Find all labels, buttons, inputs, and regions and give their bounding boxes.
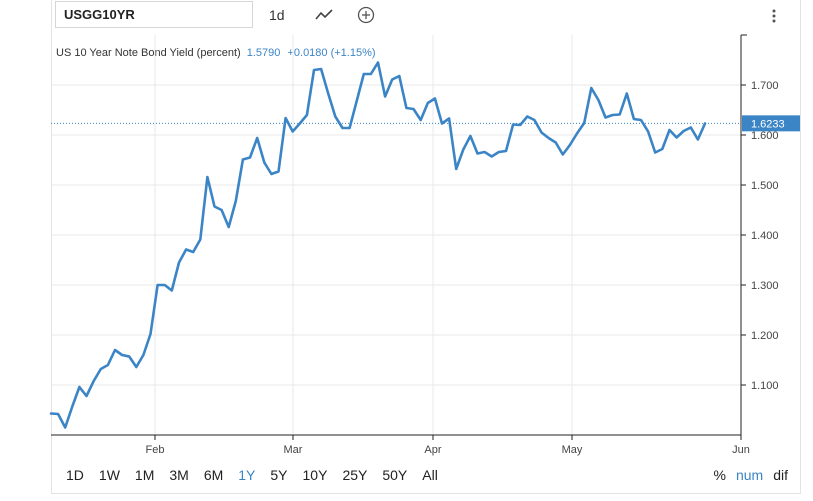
series-line [49, 61, 707, 429]
range-button-1y[interactable]: 1Y [238, 467, 256, 483]
y-tick-label: 1.100 [751, 380, 779, 392]
range-button-10y[interactable]: 10Y [302, 467, 328, 483]
range-button-1d[interactable]: 1D [66, 467, 84, 483]
mode-selector: % num dif [704, 467, 788, 483]
x-tick-label: May [562, 444, 583, 456]
y-tick-label: 1.300 [751, 280, 779, 292]
legend-change: +0.0180 (+1.15%) [287, 47, 376, 59]
range-button-25y[interactable]: 25Y [342, 467, 368, 483]
legend-name: US 10 Year Note Bond Yield (percent) [56, 47, 241, 59]
mode-button-percent[interactable]: % [713, 467, 726, 483]
range-button-1w[interactable]: 1W [98, 467, 120, 483]
x-tick-label: Feb [145, 444, 164, 456]
x-tick-label: Mar [284, 444, 303, 456]
chart-frame [51, 0, 801, 494]
y-tick-label: 1.600 [751, 130, 779, 142]
more-vertical-icon[interactable] [765, 4, 783, 26]
range-button-3m[interactable]: 3M [169, 467, 189, 483]
range-button-50y[interactable]: 50Y [382, 467, 408, 483]
range-button-6m[interactable]: 6M [203, 467, 224, 483]
y-tick-label: 1.400 [751, 230, 779, 242]
last-value-badge [742, 115, 800, 132]
y-tick-label: 1.700 [751, 80, 779, 92]
mode-button-dif[interactable]: dif [773, 467, 788, 483]
x-tick-label: Apr [424, 444, 441, 456]
toolbar: 1d [51, 0, 801, 32]
range-button-5y[interactable]: 5Y [270, 467, 288, 483]
legend-value: 1.5790 [246, 47, 281, 59]
range-button-1m[interactable]: 1M [134, 467, 155, 483]
interval-button[interactable]: 1d [269, 7, 285, 23]
plus-icon[interactable] [355, 4, 377, 26]
x-tick-label: Jun [732, 444, 750, 456]
range-selector: 1D 1W 1M 3M 6M 1Y 5Y 10Y 25Y 50Y All [66, 467, 453, 483]
line-chart-icon[interactable] [313, 4, 335, 26]
symbol-input[interactable] [55, 1, 253, 28]
mode-button-num[interactable]: num [735, 467, 764, 483]
last-value-label: 1.6233 [751, 118, 785, 130]
y-tick-label: 1.200 [751, 330, 779, 342]
legend: US 10 Year Note Bond Yield (percent) 1.5… [56, 47, 376, 59]
y-tick-label: 1.500 [751, 180, 779, 192]
range-button-all[interactable]: All [422, 467, 438, 483]
